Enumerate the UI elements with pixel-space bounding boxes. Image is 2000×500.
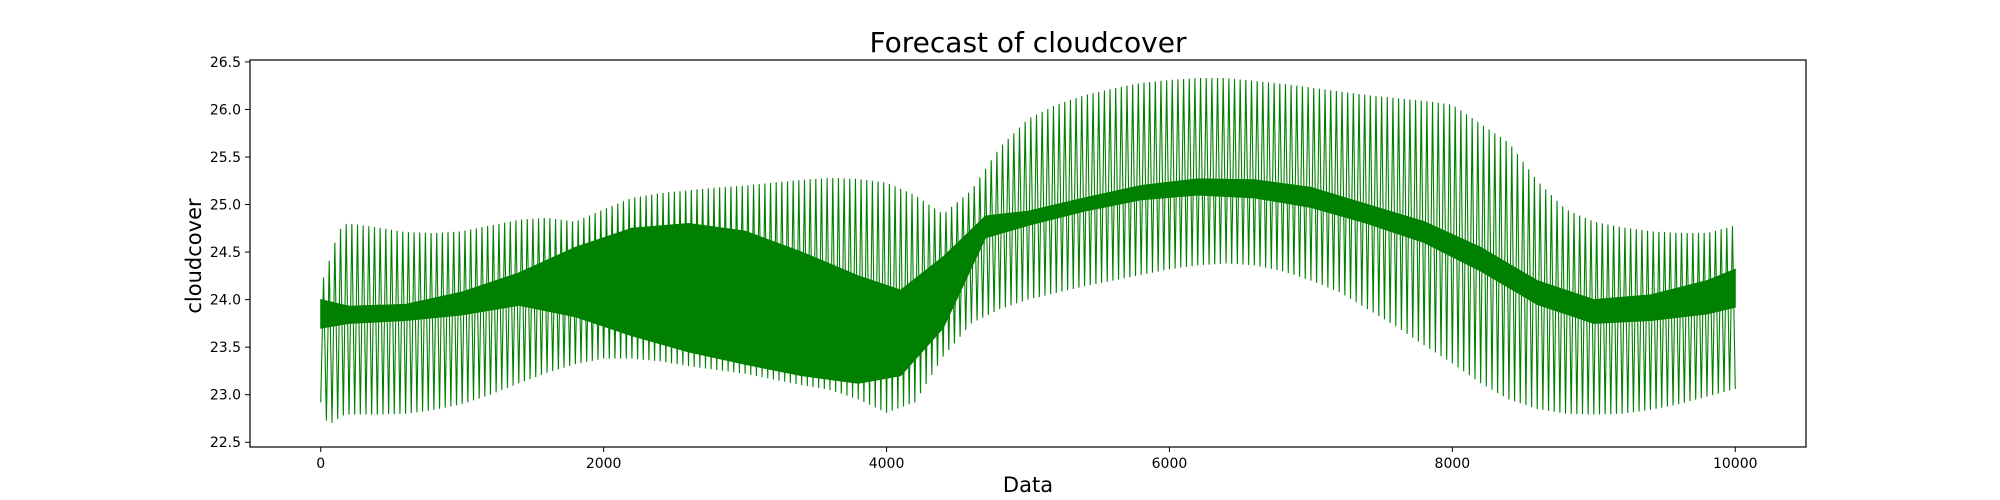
x-tick-label: 6000	[1152, 456, 1188, 472]
y-tick-label: 26.0	[210, 102, 241, 118]
x-tick-label: 10000	[1713, 456, 1758, 472]
series-dense-band	[320, 178, 1736, 384]
x-tick-label: 2000	[586, 456, 622, 472]
y-tick-label: 23.0	[210, 388, 241, 404]
y-tick-label: 25.0	[210, 198, 241, 214]
plot-area	[320, 78, 1736, 423]
x-tick-label: 4000	[869, 456, 905, 472]
y-axis-label: cloudcover	[182, 198, 206, 314]
y-tick-label: 24.0	[210, 293, 241, 309]
chart-title: Forecast of cloudcover	[870, 26, 1187, 59]
x-tick-label: 0	[316, 456, 325, 472]
x-axis: 0 2000 4000 6000 8000 10000	[316, 447, 1758, 472]
y-tick-label: 26.5	[210, 55, 241, 71]
x-axis-label: Data	[1003, 473, 1053, 497]
y-tick-label: 24.5	[210, 245, 241, 261]
x-tick-label: 8000	[1435, 456, 1471, 472]
y-tick-label: 23.5	[210, 340, 241, 356]
y-tick-label: 25.5	[210, 150, 241, 166]
axes-frame	[249, 59, 1807, 448]
y-tick-label: 22.5	[210, 435, 241, 451]
y-axis: 22.5 23.0 23.5 24.0 24.5 25.0 25.5 26.0 26.5	[210, 55, 250, 451]
